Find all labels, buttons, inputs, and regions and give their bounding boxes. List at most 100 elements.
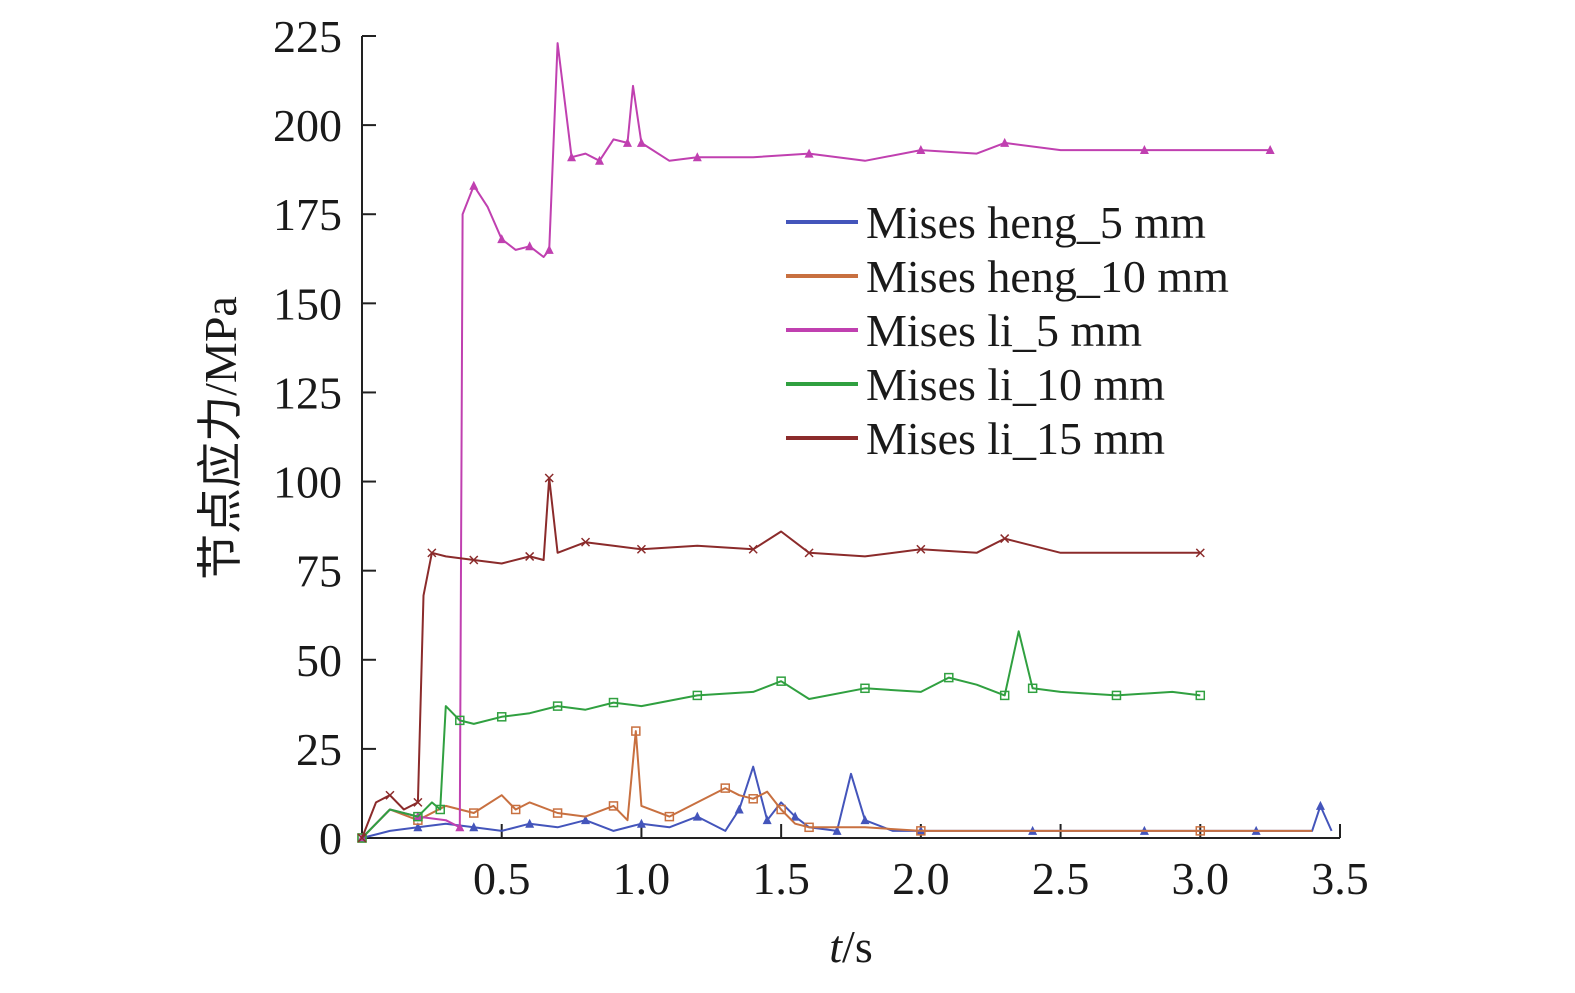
y-tick-label: 50 — [296, 635, 342, 686]
data-point-marker — [581, 537, 591, 547]
series-group — [357, 42, 1333, 843]
y-tick-label: 0 — [319, 813, 342, 864]
series-line — [361, 730, 1313, 839]
data-point-marker — [427, 548, 437, 558]
data-point-marker — [636, 137, 646, 147]
y-tick-label: 200 — [273, 100, 342, 151]
series-4 — [357, 473, 1205, 843]
data-point-marker — [608, 801, 619, 811]
data-point-marker — [497, 234, 507, 244]
data-point-marker — [1315, 800, 1325, 810]
x-axis-title-unit: /s — [842, 921, 873, 972]
data-point-marker — [1195, 548, 1205, 558]
series-line — [361, 630, 1201, 839]
x-tick-label: 3.0 — [1172, 853, 1230, 904]
data-point-marker — [413, 811, 423, 822]
data-point-marker — [804, 548, 814, 558]
data-point-marker — [1195, 690, 1206, 701]
data-point-marker — [385, 790, 395, 800]
data-point-marker — [631, 726, 641, 736]
data-point-marker — [435, 804, 445, 815]
data-point-marker — [636, 544, 646, 554]
legend-label: Mises li_15 mm — [866, 413, 1165, 464]
data-point-marker — [692, 811, 702, 821]
data-point-marker — [804, 148, 814, 158]
data-point-marker — [525, 818, 535, 828]
data-point-marker — [944, 672, 954, 683]
data-point-marker — [552, 808, 563, 818]
x-tick-label: 3.5 — [1311, 853, 1369, 904]
data-point-marker — [636, 818, 646, 828]
y-axis-title: 节点应力/MPa — [195, 296, 246, 580]
data-point-marker — [544, 473, 554, 483]
data-point-marker — [413, 822, 423, 832]
data-point-marker — [469, 180, 479, 190]
x-tick-label: 2.5 — [1032, 853, 1090, 904]
data-point-marker — [1000, 534, 1010, 544]
data-point-marker — [595, 155, 605, 165]
legend-label: Mises heng_5 mm — [866, 197, 1206, 248]
data-point-marker — [1139, 145, 1149, 155]
y-tick-label: 175 — [273, 189, 342, 240]
axes: 0 25 50 75 100 125 150 175 200 225 0.5 1.0 1.5 2.0 2.5… — [273, 11, 1369, 904]
data-point-marker — [622, 137, 632, 147]
data-point-marker — [832, 825, 842, 835]
data-point-marker — [776, 804, 786, 815]
x-tick-label: 1.5 — [752, 853, 810, 904]
data-point-marker — [567, 152, 577, 162]
data-point-marker — [469, 822, 479, 832]
x-axis-title-italic: t — [829, 921, 843, 972]
data-point-marker — [510, 804, 521, 815]
data-point-marker — [762, 815, 772, 825]
data-point-marker — [455, 822, 465, 832]
data-point-marker — [1000, 137, 1010, 147]
data-point-marker — [1195, 826, 1206, 836]
data-point-marker — [1027, 683, 1038, 694]
legend-label: Mises li_5 mm — [866, 305, 1142, 356]
legend-label: Mises heng_10 mm — [866, 251, 1229, 302]
data-point-marker — [860, 683, 870, 694]
data-point-marker — [357, 833, 367, 843]
series-line — [361, 477, 1201, 839]
series-2 — [357, 42, 1275, 842]
data-point-marker — [692, 690, 703, 701]
y-tick-label: 75 — [296, 546, 342, 597]
y-tick-label: 225 — [273, 11, 342, 62]
data-point-marker — [916, 145, 926, 155]
data-point-marker — [748, 794, 758, 804]
data-point-marker — [552, 701, 563, 711]
data-point-marker — [525, 551, 535, 561]
data-point-marker — [804, 822, 814, 833]
data-point-marker — [916, 826, 926, 836]
series-3 — [357, 630, 1206, 843]
data-point-marker — [720, 783, 731, 793]
data-point-marker — [357, 833, 367, 843]
x-tick-label: 2.0 — [892, 853, 950, 904]
data-point-marker — [544, 244, 554, 254]
data-point-marker — [608, 697, 619, 708]
data-point-marker — [999, 690, 1010, 701]
x-tick-label: 1.0 — [613, 853, 671, 904]
y-tick-label: 125 — [273, 367, 342, 418]
data-point-marker — [455, 715, 465, 726]
data-point-marker — [860, 815, 870, 825]
data-point-marker — [916, 544, 926, 554]
data-point-marker — [469, 555, 479, 565]
data-point-marker — [496, 712, 507, 722]
data-point-marker — [581, 815, 591, 825]
y-tick-label: 25 — [296, 724, 342, 775]
data-point-marker — [1111, 690, 1122, 701]
y-tick-label: 150 — [273, 278, 342, 329]
data-point-marker — [776, 676, 786, 686]
data-point-marker — [748, 544, 758, 554]
legend-label: Mises li_10 mm — [866, 359, 1165, 410]
data-point-marker — [1265, 145, 1275, 155]
data-point-marker — [664, 811, 675, 822]
data-point-marker — [790, 811, 800, 821]
data-point-marker — [734, 804, 744, 814]
data-point-marker — [413, 797, 423, 807]
y-tick-label: 100 — [273, 457, 342, 508]
